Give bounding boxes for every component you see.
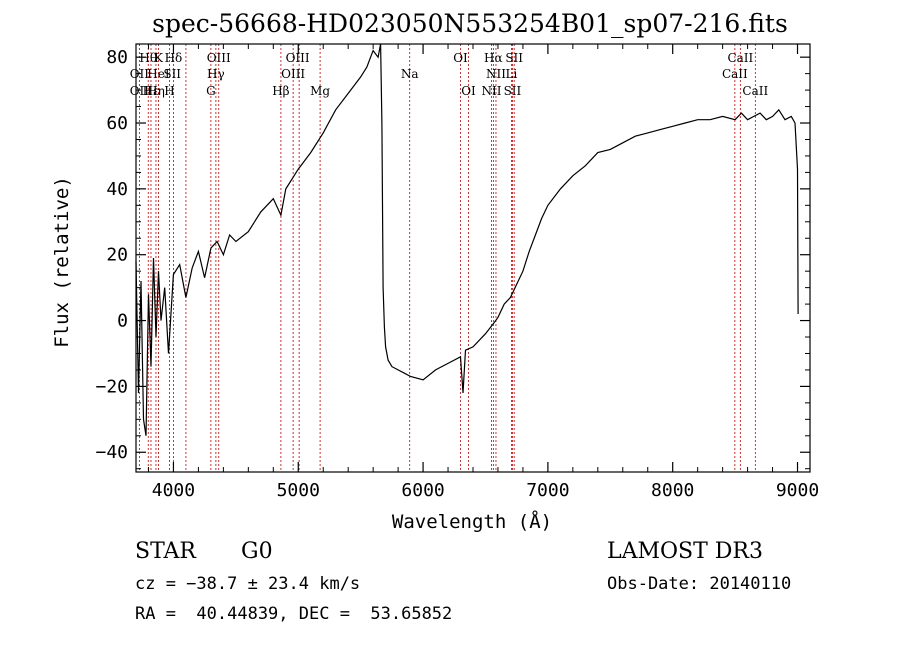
line-label: CaII [742,84,768,98]
line-label: Li [506,67,518,81]
x-axis-label: Wavelength (Å) [392,510,552,533]
x-tick-label: 5000 [277,480,320,501]
y-tick-label: −20 [95,376,128,397]
line-label: K [154,51,164,65]
x-tick-label: 9000 [776,480,819,501]
line-label: HeI [147,67,170,81]
line-label: Na [401,67,419,81]
line-label: OIII [281,67,305,81]
line-label: SII [163,67,181,81]
y-tick-label: 60 [106,113,128,134]
line-markers [138,44,756,472]
line-label: CaII [722,67,748,81]
line-label: Hγ [207,67,225,81]
line-label: OIII [286,51,310,65]
x-tick-label: 7000 [526,480,569,501]
x-tick-label: 8000 [651,480,694,501]
y-tick-label: 20 [106,245,128,266]
line-label: Mg [310,84,330,98]
line-label: OI [453,51,468,65]
redshift-readout: cz = −38.7 ± 23.4 km/s [135,574,361,594]
class-label: STAR [135,539,196,564]
y-tick-label: 40 [106,179,128,200]
x-tick-label: 6000 [401,480,444,501]
y-axis-label: Flux (relative) [51,176,73,348]
coordinates-readout: RA = 40.44839, DEC = 53.65852 [135,604,453,624]
line-label: Hε [143,84,160,98]
spectrum-series-line [135,43,799,436]
y-tick-label: 0 [117,311,128,332]
line-label: Hδ [165,51,183,65]
obs-date-readout: Obs-Date: 20140110 [607,574,792,594]
y-axis: −40 −20 0 20 40 60 80 [95,47,810,470]
line-label: Hβ [272,84,289,98]
line-label: Hθ [139,51,157,65]
line-label: OI [461,84,476,98]
line-label: H [164,84,174,98]
line-label: SII [504,84,522,98]
plot-frame [135,43,811,473]
x-axis: 4000 5000 6000 7000 8000 9000 [147,44,819,501]
y-tick-label: −40 [95,442,128,463]
subclass-label: G0 [241,539,273,564]
line-label: OII [130,84,150,98]
line-label: NII [481,84,501,98]
line-label: G [206,84,216,98]
line-label: Hα [484,51,503,65]
y-tick-label: 80 [106,47,128,68]
survey-label: LAMOST DR3 [607,539,763,564]
chart-title: spec-56668-HD023050N553254B01_sp07-216.f… [152,9,788,38]
x-tick-label: 4000 [152,480,195,501]
line-label: SII [505,51,523,65]
line-label: CaII [727,51,753,65]
line-label: NII [486,67,506,81]
line-label: OIII [207,51,231,65]
line-label: Hη [147,84,165,98]
